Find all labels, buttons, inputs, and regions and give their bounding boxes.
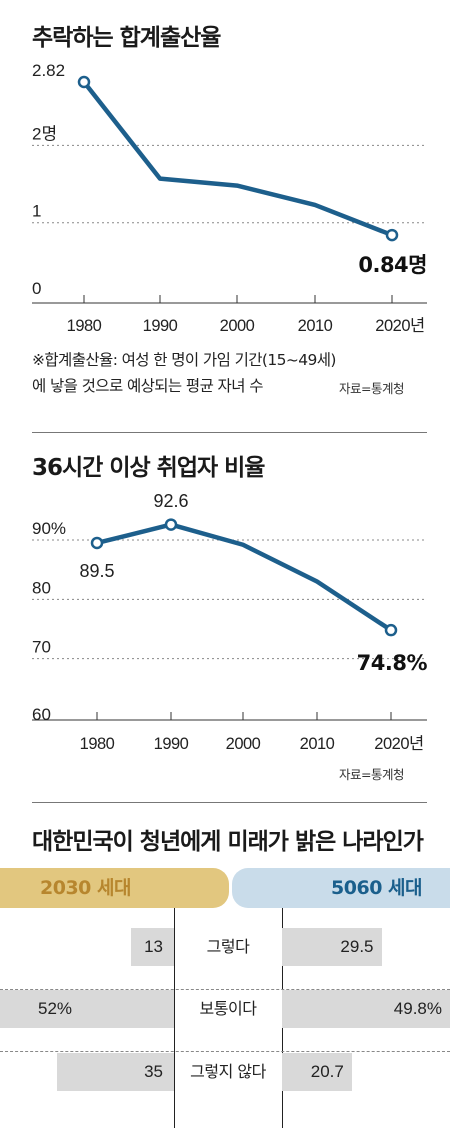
- category-label: 그렇지 않다: [190, 1062, 266, 1081]
- header-5060-label: 5060 세대: [331, 877, 422, 899]
- x-tick-label: 2010: [298, 317, 333, 335]
- series-line: [96, 522, 393, 633]
- row-separator: [0, 1051, 450, 1052]
- header-2030: 2030 세대: [0, 868, 229, 908]
- x-tick-label: 2010: [300, 735, 335, 753]
- y-tick-label: 2.82: [32, 61, 65, 80]
- value-2030: 35: [144, 1062, 163, 1081]
- x-tick-label: 1980: [80, 735, 115, 753]
- fertility-note-line1: ※합계출산율: 여성 한 명이 가임 기간(15~49세): [32, 351, 336, 369]
- x-tick-label: 1980: [67, 317, 102, 335]
- comparison-row: 52% 49.8% 보통이다: [0, 990, 450, 1028]
- worker-source: 자료=통계청: [339, 767, 404, 782]
- end-value-label: 74.8%: [357, 651, 428, 675]
- row-separator: [0, 989, 450, 990]
- series-line: [82, 80, 393, 238]
- x-tick-label: 1990: [154, 735, 189, 753]
- x-tick-label: 1990: [143, 317, 178, 335]
- x-tick-label: 2000: [226, 735, 261, 753]
- comparison-row: 13 29.5 그렇다: [0, 928, 450, 966]
- bar-5060: [282, 990, 450, 1028]
- divider-line-left: [174, 908, 175, 1128]
- chart1-title: 추락하는 합계출산율: [32, 25, 221, 51]
- value-5060: 29.5: [340, 937, 374, 956]
- header-5060: 5060 세대: [232, 868, 450, 908]
- fertility-note-line2: 에 낳을 것으로 예상되는 평균 자녀 수: [32, 377, 263, 395]
- value-2030: 13: [144, 937, 163, 956]
- peak-value-label: 92.6: [153, 491, 188, 511]
- x-tick-label: 2020년: [374, 734, 423, 753]
- value-5060: 20.7: [310, 1062, 344, 1081]
- fertility-rate-chart: 0 1 2명 2.82 1980 1990 2000 2010 2020년 0.84명: [32, 61, 428, 335]
- fulltime-worker-chart: 60 70 80 90% 1980 1990 2000 2010 2020년 89.5 92.6 74…: [32, 491, 428, 753]
- data-point: [164, 518, 178, 531]
- y-tick-label: 1: [32, 202, 41, 221]
- category-label: 보통이다: [199, 999, 257, 1018]
- data-point: [90, 536, 104, 550]
- x-tick-label: 2020년: [375, 316, 424, 335]
- bar-5060: [282, 1053, 352, 1091]
- bar-2030: [0, 990, 174, 1028]
- data-point: [77, 75, 91, 89]
- y-tick-label: 2명: [32, 124, 57, 143]
- y-tick-label: 60: [32, 705, 51, 724]
- header-2030-label: 2030 세대: [40, 877, 131, 899]
- bar-2030: [130, 928, 174, 966]
- x-tick-label: 2000: [220, 317, 255, 335]
- section-divider-2: [32, 802, 427, 803]
- value-5060: 49.8%: [393, 999, 442, 1018]
- value-2030: 52%: [38, 999, 73, 1018]
- chart3-title: 대한민국이 청년에게 미래가 밝은 나라인가: [32, 829, 424, 855]
- end-value-label: 0.84명: [358, 253, 427, 277]
- data-point: [385, 228, 399, 242]
- section-divider-1: [32, 432, 427, 433]
- y-tick-label: 70: [32, 638, 51, 657]
- chart2-title: 36시간 이상 취업자 비율: [32, 455, 265, 481]
- start-value-label: 89.5: [79, 561, 114, 581]
- comparison-row: 35 20.7 그렇지 않다: [0, 1053, 450, 1091]
- data-point: [384, 623, 398, 637]
- fertility-source: 자료=통계청: [339, 381, 404, 396]
- y-tick-label: 80: [32, 578, 51, 597]
- y-tick-label: 0: [32, 279, 41, 298]
- bar-2030: [56, 1053, 174, 1091]
- y-tick-label: 90%: [32, 519, 66, 538]
- category-label: 그렇다: [206, 937, 250, 956]
- bar-5060: [282, 928, 382, 966]
